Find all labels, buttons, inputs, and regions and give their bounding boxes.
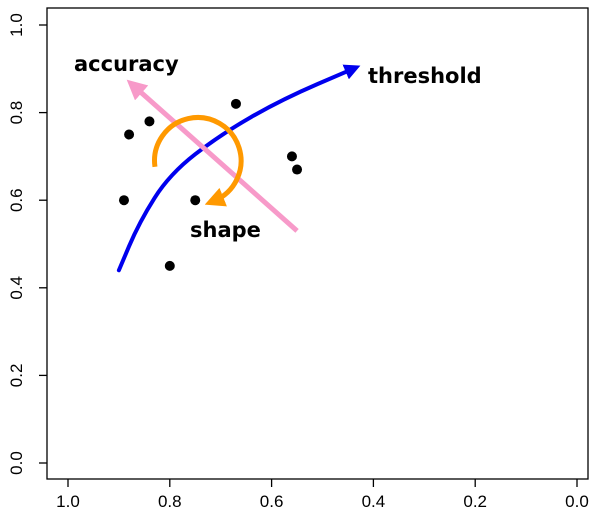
y-tick-label: 1.0 [7, 13, 26, 37]
y-tick-label: 0.6 [7, 188, 26, 212]
data-point [292, 164, 303, 175]
x-tick-label: 0.0 [565, 492, 589, 511]
shape-arrow [152, 115, 244, 207]
annotation-accuracy-label: accuracy [74, 52, 179, 76]
x-tick-label: 0.6 [260, 492, 284, 511]
data-point [190, 195, 201, 206]
y-tick-label: 0.2 [7, 364, 26, 388]
data-point [230, 98, 241, 109]
x-tick-label: 0.4 [362, 492, 386, 511]
data-point [286, 151, 297, 162]
annotation-threshold-label: threshold [368, 64, 482, 88]
threshold-arrow [116, 64, 361, 273]
x-tick-label: 1.0 [56, 492, 80, 511]
data-points [118, 98, 303, 271]
plot-frame [46, 7, 589, 480]
annotation-shape-label: shape [190, 218, 261, 242]
y-tick-label: 0.4 [7, 276, 26, 300]
x-tick-label: 0.2 [463, 492, 487, 511]
data-point [118, 195, 129, 206]
accuracy-arrow [126, 79, 299, 233]
data-point [164, 260, 175, 271]
data-point [124, 129, 135, 140]
annotations [116, 64, 361, 273]
data-point [144, 116, 155, 127]
x-tick-label: 0.8 [158, 492, 182, 511]
y-tick-label: 0.8 [7, 101, 26, 125]
axes: 1.0 0.8 0.6 0.4 0.2 0.0 0.0 0.2 0.4 0.6 0.8 1.0 [7, 13, 589, 511]
y-tick-label: 0.0 [7, 451, 26, 475]
